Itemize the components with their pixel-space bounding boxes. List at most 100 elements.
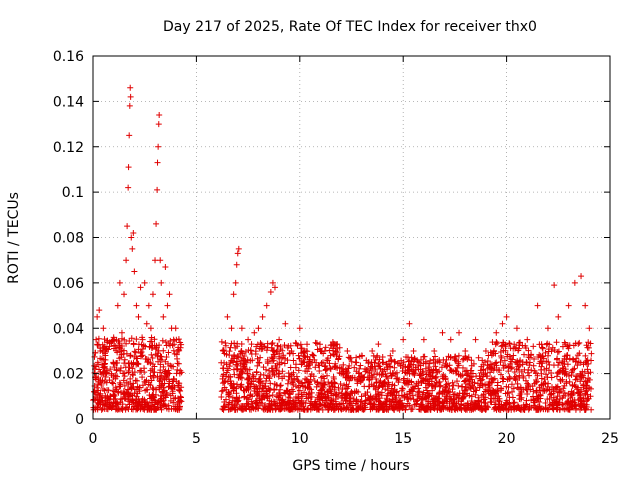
band-point <box>176 399 183 406</box>
band-point <box>134 401 141 408</box>
band-point <box>165 340 172 347</box>
band-point <box>510 352 517 359</box>
band-point <box>159 402 166 409</box>
band-point <box>151 397 158 404</box>
band-point <box>324 406 331 413</box>
band-point <box>422 394 429 401</box>
data-points <box>91 84 593 400</box>
band-point <box>269 406 276 413</box>
band-point <box>94 389 101 396</box>
band-point <box>481 388 488 395</box>
band-point <box>329 338 336 345</box>
band-point <box>304 341 311 348</box>
band-point <box>169 382 176 389</box>
band-point <box>175 336 182 343</box>
band-point <box>436 359 443 366</box>
data-point <box>232 279 239 286</box>
band-point <box>537 405 544 412</box>
band-point <box>107 366 114 373</box>
band-point <box>264 393 271 400</box>
data-point <box>263 302 270 309</box>
band-point <box>125 390 132 397</box>
band-point <box>310 352 317 359</box>
band-point <box>125 380 132 387</box>
band-point <box>237 350 244 357</box>
data-point <box>147 325 154 332</box>
x-tick-label: 20 <box>498 431 516 447</box>
band-point <box>542 400 549 407</box>
band-point <box>511 369 518 376</box>
band-point <box>115 389 122 396</box>
band-point <box>393 375 400 382</box>
band-point <box>454 364 461 371</box>
band-point <box>157 369 164 376</box>
band-point <box>225 365 232 372</box>
data-point <box>282 320 289 327</box>
band-point <box>141 369 148 376</box>
band-point <box>432 395 439 402</box>
band-point <box>506 340 513 347</box>
band-point <box>349 374 356 381</box>
band-point <box>175 360 182 367</box>
data-point <box>276 336 283 343</box>
band-point <box>553 384 560 391</box>
band-point <box>284 357 291 364</box>
band-point <box>512 345 519 352</box>
band-point <box>287 406 294 413</box>
band-point <box>502 347 509 354</box>
band-point <box>364 389 371 396</box>
band-point <box>533 379 540 386</box>
band-point <box>378 403 385 410</box>
band-point <box>150 386 157 393</box>
band-point <box>394 375 401 382</box>
band-point <box>383 360 390 367</box>
band-point <box>333 403 340 410</box>
band-point <box>312 364 319 371</box>
band-point <box>225 406 232 413</box>
band-point <box>176 406 183 413</box>
band-point <box>336 353 343 360</box>
band-point <box>149 391 156 398</box>
band-point <box>565 345 572 352</box>
data-point <box>155 143 162 150</box>
band-point <box>387 364 394 371</box>
band-point <box>219 373 226 380</box>
band-point <box>300 358 307 365</box>
band-point <box>234 340 241 347</box>
band-point <box>230 384 237 391</box>
data-point <box>389 347 396 354</box>
data-point <box>513 325 520 332</box>
band-point <box>139 352 146 359</box>
band-point <box>470 360 477 367</box>
band-point <box>144 386 151 393</box>
y-tick-label: 0 <box>75 412 84 428</box>
band-point <box>446 383 453 390</box>
y-axis-label: ROTI / TECUs <box>6 192 22 284</box>
band-point <box>425 382 432 389</box>
band-point <box>148 334 155 341</box>
data-point <box>152 257 159 264</box>
data-point <box>133 302 140 309</box>
band-point <box>292 339 299 346</box>
band-point <box>351 364 358 371</box>
band-point <box>308 389 315 396</box>
band-point <box>263 387 270 394</box>
band-point <box>584 357 591 364</box>
band-point <box>550 405 557 412</box>
data-point <box>472 336 479 343</box>
y-tick-label: 0.12 <box>53 140 84 156</box>
band-point <box>257 371 264 378</box>
band-point <box>357 362 364 369</box>
band-point <box>500 362 507 369</box>
data-point <box>162 263 169 270</box>
band-point <box>286 390 293 397</box>
band-point <box>357 373 364 380</box>
band-point <box>534 395 541 402</box>
data-point <box>97 347 104 354</box>
band-point <box>325 394 332 401</box>
band-point <box>238 368 245 375</box>
band-point <box>417 366 424 373</box>
band-point <box>424 387 431 394</box>
band-point <box>93 363 100 370</box>
band-point <box>584 377 590 384</box>
